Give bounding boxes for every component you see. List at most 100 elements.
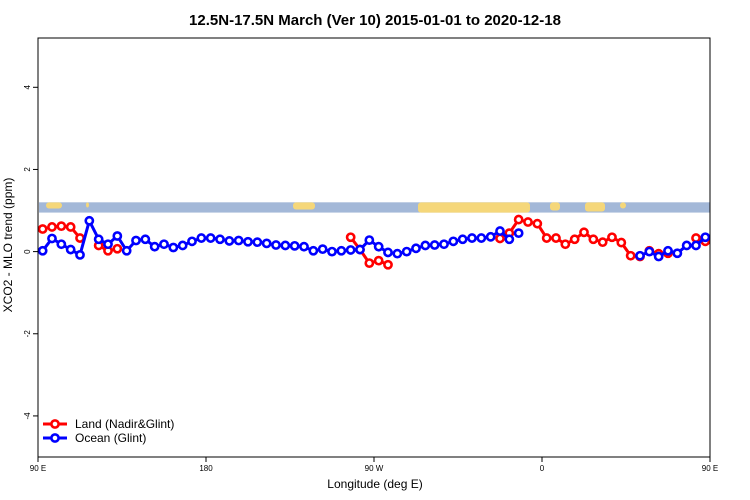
series-1-point-0-23 (252, 237, 263, 248)
series-1-point-0-29 (308, 245, 319, 256)
series-0-point-1-2 (112, 243, 123, 254)
series-1-point-0-21 (233, 235, 244, 246)
series-0-point-3-11 (597, 237, 608, 248)
series-1-point-0-49 (495, 226, 505, 236)
series-0-point-2-0 (345, 232, 356, 243)
series-1-point-0-12 (149, 241, 160, 252)
series-0-point-3-13 (616, 237, 627, 248)
series-1-point-0-4 (75, 249, 85, 260)
x-tick-label-1: 180 (199, 464, 213, 473)
series-1-point-2-1 (644, 246, 655, 257)
axis-ticks: 90 E 180 90 W 0 90 E -4 -2 0 2 4 (23, 85, 718, 473)
series-1-point-2-6 (691, 240, 701, 251)
map-land-1 (86, 202, 89, 208)
series-1-point-0-36 (373, 241, 384, 252)
series-0-point-3-12 (607, 232, 617, 243)
series-1-point-0-34 (355, 244, 365, 255)
series-1-point-0-26 (280, 240, 291, 251)
legend-marker-0 (50, 419, 60, 429)
series-1-point-0-13 (159, 239, 169, 250)
series-1-point-0-5 (84, 215, 95, 226)
series-1-point-0-14 (168, 242, 179, 253)
map-land-3 (418, 202, 530, 213)
series-1-point-0-27 (289, 240, 300, 251)
series-1-point-0-48 (485, 231, 496, 242)
series-1-point-0-17 (196, 233, 207, 243)
series-1-point-0-38 (392, 248, 403, 259)
series-1-point-0-10 (131, 235, 141, 246)
series-1-point-0-39 (401, 246, 412, 257)
series-1-point-0-45 (457, 234, 468, 245)
map-land-2 (293, 202, 315, 210)
series-1-point-0-2 (56, 239, 67, 250)
series-1-point-0-25 (271, 240, 281, 250)
series-1-point-0-1 (47, 233, 57, 244)
x-tick-label-2: 90 W (365, 464, 384, 473)
y-tick-label-0: -4 (23, 412, 32, 420)
series-1-point-2-3 (663, 245, 673, 256)
series-1-point-0-35 (364, 235, 375, 246)
map-strip-ocean (39, 202, 710, 213)
series-1-point-0-0 (37, 245, 48, 256)
series-0-point-2-2 (364, 258, 375, 269)
map-land-5 (585, 202, 605, 212)
plot-frame (37, 37, 711, 458)
series-1-point-0-50 (504, 234, 515, 245)
series-1-point-0-6 (93, 234, 104, 245)
series-1-point-2-2 (653, 251, 664, 262)
map-strip (39, 202, 710, 213)
x-tick-label-4: 90 E (702, 464, 718, 473)
y-tick-label-3: 2 (23, 167, 32, 172)
series-0-point-2-4 (383, 259, 393, 270)
map-land-6 (620, 202, 626, 209)
series-1-point-0-19 (215, 234, 225, 245)
series-0-point-3-4 (532, 218, 543, 229)
series-1-point-0-46 (467, 233, 477, 243)
map-land-0 (46, 202, 62, 209)
series-1-point-0-8 (112, 231, 123, 241)
series-1-point-0-7 (103, 239, 113, 250)
series-1-point-0-33 (345, 245, 356, 255)
legend-label-0: Land (Nadir&Glint) (75, 417, 174, 431)
series-1-point-0-31 (327, 246, 337, 257)
series-1-point-2-5 (681, 240, 692, 251)
series-1-point-0-30 (317, 244, 328, 255)
series-0-point-3-6 (551, 233, 561, 243)
series-0-point-3-7 (560, 239, 571, 250)
series-1-point-0-37 (383, 247, 393, 258)
legend: Land (Nadir&Glint)Ocean (Glint) (43, 417, 174, 445)
series-1-point-0-41 (420, 240, 431, 251)
map-land-4 (550, 202, 560, 211)
series-0-point-3-2 (513, 214, 524, 225)
x-tick-label-3: 0 (540, 464, 545, 473)
series-1-point-0-18 (205, 233, 216, 243)
x-axis-label: Longitude (deg E) (327, 477, 422, 491)
y-tick-label-1: -2 (23, 330, 32, 338)
series-0-point-3-14 (625, 250, 636, 261)
series-0-point-0-1 (47, 222, 57, 232)
series-1-point-0-22 (243, 236, 253, 247)
series-0-point-0-0 (37, 224, 48, 234)
series-1 (37, 215, 711, 262)
series-layer (37, 214, 711, 270)
series-1-point-2-7 (700, 232, 711, 243)
series-1-point-2-4 (672, 248, 683, 259)
series-0-point-0-3 (65, 222, 76, 232)
series-0-point-3-10 (588, 234, 599, 245)
series-0-point-3-5 (541, 233, 552, 243)
series-1-point-0-24 (261, 238, 272, 249)
series-1-point-0-16 (187, 236, 197, 247)
series-1-point-0-20 (224, 236, 235, 246)
legend-label-1: Ocean (Glint) (75, 431, 146, 445)
y-axis-label: XCO2 - MLO trend (ppm) (1, 178, 15, 313)
series-1-point-2-0 (635, 250, 645, 261)
series-1-point-1-0 (513, 228, 524, 239)
legend-marker-1 (50, 433, 60, 443)
series-1-point-0-32 (336, 245, 347, 256)
series-1-point-0-11 (140, 234, 151, 245)
series-0-point-2-3 (373, 255, 384, 266)
y-tick-label-2: 0 (23, 249, 32, 254)
series-1-point-0-9 (121, 245, 132, 256)
series-1-point-0-15 (177, 240, 188, 251)
